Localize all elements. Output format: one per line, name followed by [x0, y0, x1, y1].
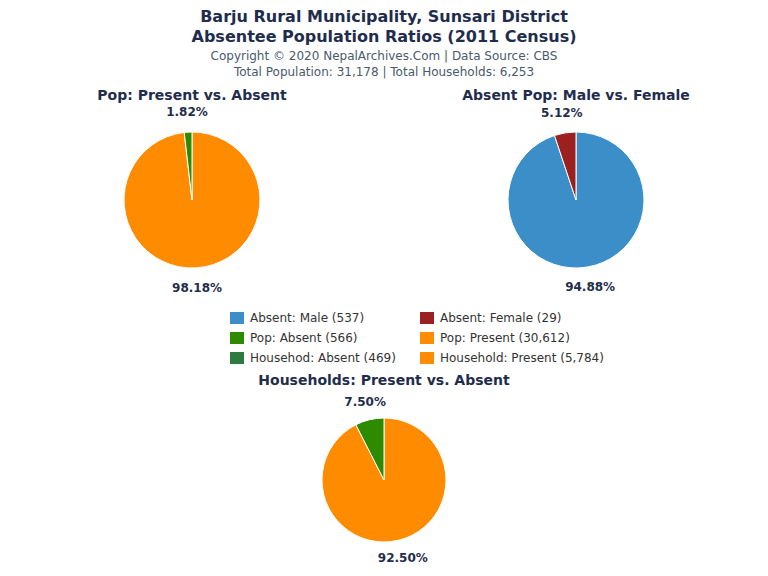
- pie-slice: [356, 418, 384, 480]
- pie: Pop: Present vs. Absent 98.18% 1.82%: [97, 87, 287, 295]
- data-label: 5.12%: [541, 106, 583, 120]
- legend-swatch: [230, 332, 244, 344]
- pie: Households: Present vs. Absent 92.50% 7.50…: [258, 372, 510, 565]
- legend-label: Pop: Present (30,612): [440, 331, 570, 345]
- chart: Barju Rural Municipality, Sunsari Distri…: [0, 0, 768, 576]
- pie: Absent Pop: Male vs. Female 94.88% 5.12%: [462, 87, 690, 294]
- pie-slice: [554, 132, 576, 200]
- legend-swatch: [230, 312, 244, 324]
- pie-slice: [184, 132, 192, 200]
- title: Absentee Population Ratios (2011 Census): [192, 27, 577, 46]
- pie-slice: [124, 132, 260, 268]
- legend-label: Househod: Absent (469): [250, 351, 396, 365]
- pie-slice: [322, 418, 446, 542]
- legend-swatch: [420, 312, 434, 324]
- legend-label: Absent: Female (29): [440, 311, 561, 325]
- data-label: 98.18%: [172, 281, 222, 295]
- legend-label: Household: Present (5,784): [440, 351, 604, 365]
- subtitle: Total Population: 31,178 | Total Househo…: [233, 65, 534, 79]
- title: Barju Rural Municipality, Sunsari Distri…: [200, 7, 568, 26]
- legend-label: Absent: Male (537): [250, 311, 364, 325]
- legend-label: Pop: Absent (566): [250, 331, 357, 345]
- subtitle: Copyright © 2020 NepalArchives.Com | Dat…: [211, 49, 558, 63]
- data-label: 92.50%: [378, 551, 428, 565]
- legend-swatch: [420, 332, 434, 344]
- pie-title: Households: Present vs. Absent: [258, 372, 510, 388]
- pie-title: Absent Pop: Male vs. Female: [462, 87, 690, 103]
- pie-title: Pop: Present vs. Absent: [97, 87, 287, 103]
- data-label: 7.50%: [344, 395, 386, 409]
- legend-swatch: [230, 352, 244, 364]
- data-label: 94.88%: [565, 280, 615, 294]
- pie-slice: [508, 132, 644, 268]
- legend: Absent: Male (537) Absent: Female (29) Pop…: [230, 311, 604, 365]
- data-label: 1.82%: [166, 105, 208, 119]
- legend-swatch: [420, 352, 434, 364]
